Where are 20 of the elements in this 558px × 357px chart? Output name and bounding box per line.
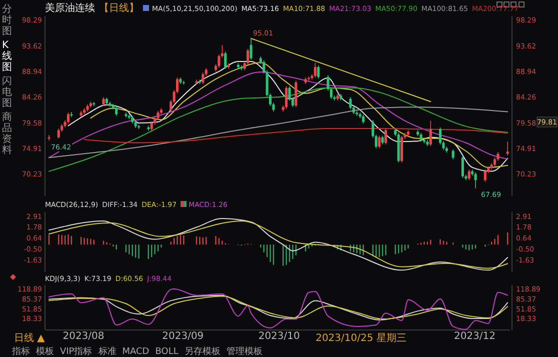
chart-subtitle: 【日线】 (99, 2, 139, 14)
text: 商品资料 (2, 111, 12, 156)
x-tick-label: 2023/08 (62, 331, 104, 342)
text: MACD (122, 347, 150, 357)
text: 指标 (11, 346, 30, 357)
x-tick-label: 2023/09 (162, 331, 204, 342)
text: K线图 (2, 40, 12, 73)
x-tick-label: 2023/10 (258, 331, 300, 342)
text: 2023/10/25 星期三 (316, 332, 406, 344)
text: 模板 (36, 346, 54, 357)
text: 另存模板 (184, 346, 220, 357)
text: BOLL (155, 347, 178, 357)
text: 日线 ▲ (14, 332, 46, 344)
text: 管理模板 (226, 346, 262, 357)
chart-title: 美原油连续 (45, 2, 95, 14)
text: 分时图 (2, 3, 12, 37)
text: 闪电图 (2, 75, 12, 109)
text: VIP指标 (60, 346, 92, 357)
x-tick-label: 2023/12 (454, 331, 496, 342)
text: 标准 (97, 346, 116, 357)
